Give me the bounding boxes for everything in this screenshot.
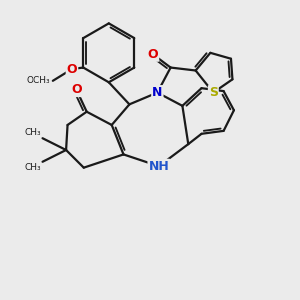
Text: O: O: [71, 83, 82, 96]
Text: CH₃: CH₃: [24, 128, 41, 137]
Text: S: S: [209, 86, 218, 99]
Text: O: O: [67, 62, 77, 76]
Text: N: N: [152, 86, 163, 99]
Text: CH₃: CH₃: [24, 163, 41, 172]
Text: NH: NH: [148, 160, 169, 173]
Text: OCH₃: OCH₃: [26, 76, 50, 85]
Text: O: O: [148, 48, 158, 61]
